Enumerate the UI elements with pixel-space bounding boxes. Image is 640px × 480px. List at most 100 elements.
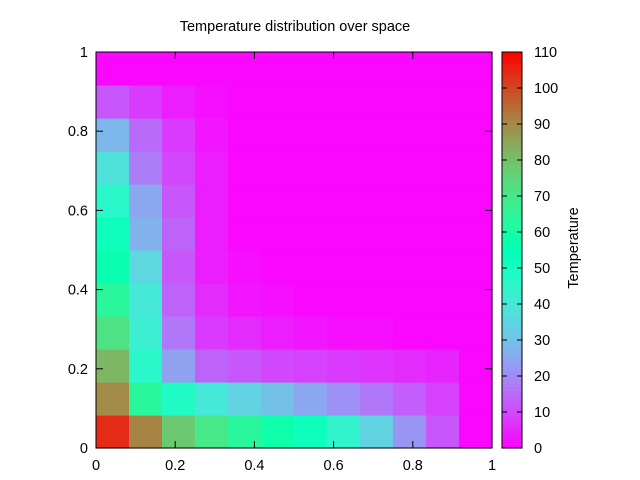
- heatmap-cell: [162, 184, 196, 218]
- colorbar-segment: [502, 199, 522, 204]
- colorbar-segment: [502, 278, 522, 283]
- heatmap-cell: [360, 382, 394, 416]
- colorbar-segment: [502, 167, 522, 172]
- colorbar-segment: [502, 336, 522, 341]
- colorbar-segment: [502, 394, 522, 399]
- heatmap-cell: [459, 283, 493, 317]
- heatmap-cell: [261, 151, 295, 185]
- heatmap-cell: [360, 250, 394, 284]
- heatmap-cell: [129, 85, 163, 119]
- colorbar-segment: [502, 268, 522, 273]
- y-tick-label: 0.8: [68, 124, 88, 140]
- heatmap-cell: [294, 217, 328, 251]
- heatmap-cell: [327, 151, 361, 185]
- colorbar-segment: [502, 84, 522, 89]
- colorbar-tick-label: 10: [534, 405, 550, 421]
- heatmap-cell: [195, 316, 229, 350]
- colorbar-segment: [502, 70, 522, 75]
- colorbar-segment: [502, 55, 522, 60]
- heatmap-cell: [195, 382, 229, 416]
- colorbar-segment: [502, 80, 522, 85]
- heatmap-cell: [129, 382, 163, 416]
- heatmap-cell: [294, 250, 328, 284]
- colorbar-segment: [502, 314, 522, 319]
- heatmap-cell: [228, 52, 262, 86]
- heatmap-cell: [459, 415, 493, 449]
- chart-title: Temperature distribution over space: [180, 19, 411, 35]
- heatmap-cell: [459, 382, 493, 416]
- heatmap-cell: [228, 217, 262, 251]
- heatmap-cell: [96, 415, 130, 449]
- heatmap-cell: [261, 415, 295, 449]
- heatmap-cell: [195, 283, 229, 317]
- colorbar-segment: [502, 296, 522, 301]
- heatmap-cell: [96, 250, 130, 284]
- heatmap-cell: [96, 52, 130, 86]
- heatmap-cell: [327, 118, 361, 152]
- heatmap-cell: [459, 217, 493, 251]
- colorbar-segment: [502, 250, 522, 255]
- colorbar-tick-label: 40: [534, 297, 550, 313]
- colorbar-segment: [502, 307, 522, 312]
- heatmap-cell: [228, 382, 262, 416]
- heatmap-cell: [96, 382, 130, 416]
- colorbar-segment: [502, 275, 522, 280]
- heatmap-cell: [459, 52, 493, 86]
- heatmap-cell: [327, 217, 361, 251]
- colorbar-segment: [502, 221, 522, 226]
- colorbar-segment: [502, 109, 522, 114]
- heatmap-cell: [261, 52, 295, 86]
- heatmap-cell: [294, 118, 328, 152]
- heatmap-cell: [162, 151, 196, 185]
- colorbar-segment: [502, 163, 522, 168]
- heatmap-cell: [129, 349, 163, 383]
- colorbar-segment: [502, 170, 522, 175]
- heatmap-cell: [195, 184, 229, 218]
- colorbar-segment: [502, 95, 522, 100]
- heatmap-cell: [426, 52, 460, 86]
- heatmap-cell: [294, 151, 328, 185]
- heatmap-cell: [261, 349, 295, 383]
- heatmap-cell: [162, 382, 196, 416]
- heatmap-cell: [129, 283, 163, 317]
- heatmap-cell: [162, 250, 196, 284]
- heatmap-cell: [459, 118, 493, 152]
- heatmap-cell: [393, 118, 427, 152]
- heatmap-cell: [129, 217, 163, 251]
- colorbar-segment: [502, 325, 522, 330]
- x-tick-label: 0: [92, 458, 100, 474]
- heatmap-cell: [96, 85, 130, 119]
- heatmap-cell: [327, 316, 361, 350]
- heatmap-cell: [360, 349, 394, 383]
- heatmap-cell: [393, 52, 427, 86]
- colorbar-segment: [502, 113, 522, 118]
- colorbar-segment: [502, 98, 522, 103]
- heatmap-cell: [195, 151, 229, 185]
- x-tick-label: 1: [488, 458, 496, 474]
- colorbar-segment: [502, 293, 522, 298]
- heatmap-cell: [228, 250, 262, 284]
- heatmap-cell: [459, 316, 493, 350]
- heatmap-cell: [426, 217, 460, 251]
- colorbar-segment: [502, 174, 522, 179]
- colorbar-segment: [502, 289, 522, 294]
- colorbar-segment: [502, 376, 522, 381]
- colorbar-segment: [502, 156, 522, 161]
- heatmap-cell: [261, 118, 295, 152]
- heatmap-cell: [195, 52, 229, 86]
- heatmap-cell: [162, 283, 196, 317]
- colorbar-tick-label: 0: [534, 441, 542, 457]
- colorbar-segment: [502, 404, 522, 409]
- heatmap-cell: [96, 118, 130, 152]
- colorbar-segment: [502, 426, 522, 431]
- colorbar-label: Temperature: [566, 207, 582, 288]
- colorbar-segment: [502, 390, 522, 395]
- colorbar-segment: [502, 304, 522, 309]
- heatmap-cell: [228, 349, 262, 383]
- colorbar-tick-label: 30: [534, 333, 550, 349]
- heatmap-cell: [327, 250, 361, 284]
- colorbar-segment: [502, 152, 522, 157]
- heatmap-cell: [228, 118, 262, 152]
- heatmap-cell: [129, 151, 163, 185]
- heatmap-cell: [327, 52, 361, 86]
